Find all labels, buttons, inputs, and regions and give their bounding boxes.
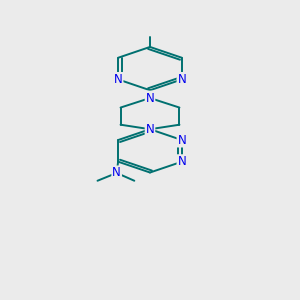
Text: N: N [114, 73, 122, 86]
Text: N: N [112, 167, 121, 179]
Text: N: N [146, 123, 154, 136]
Text: N: N [178, 73, 186, 86]
Text: N: N [178, 155, 186, 168]
Text: N: N [178, 134, 186, 146]
Text: N: N [146, 92, 154, 104]
